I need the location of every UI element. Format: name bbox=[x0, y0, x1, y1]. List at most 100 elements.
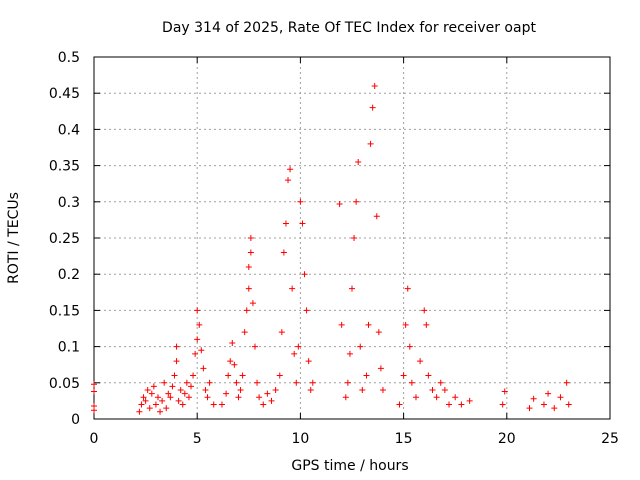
data-point bbox=[204, 394, 211, 401]
y-tick-label: 0.4 bbox=[58, 122, 80, 138]
y-axis-label: ROTI / TECUs bbox=[6, 192, 22, 284]
data-point bbox=[357, 343, 364, 350]
data-point bbox=[264, 390, 271, 397]
data-point bbox=[446, 401, 453, 408]
data-point bbox=[299, 220, 306, 227]
data-point bbox=[563, 379, 570, 386]
y-tick-label: 0.05 bbox=[49, 376, 80, 392]
data-point bbox=[235, 394, 242, 401]
data-point bbox=[175, 397, 182, 404]
data-point bbox=[154, 394, 161, 401]
data-point bbox=[159, 397, 166, 404]
data-point bbox=[194, 307, 201, 314]
data-points bbox=[91, 82, 572, 415]
data-point bbox=[218, 401, 225, 408]
y-tick-label: 0.2 bbox=[58, 267, 80, 283]
data-point bbox=[161, 379, 168, 386]
data-point bbox=[359, 387, 366, 394]
data-point bbox=[421, 307, 428, 314]
data-point bbox=[342, 394, 349, 401]
data-point bbox=[146, 405, 153, 412]
data-point bbox=[293, 379, 300, 386]
data-point bbox=[233, 379, 240, 386]
data-point bbox=[363, 372, 370, 379]
data-point bbox=[169, 383, 176, 390]
data-point bbox=[355, 158, 362, 165]
data-point bbox=[173, 343, 180, 350]
data-point bbox=[249, 300, 256, 307]
data-point bbox=[433, 394, 440, 401]
x-tick-label: 20 bbox=[498, 431, 516, 447]
data-point bbox=[142, 397, 149, 404]
data-point bbox=[466, 397, 473, 404]
data-point bbox=[200, 365, 207, 372]
data-point bbox=[196, 321, 203, 328]
y-tick-label: 0.5 bbox=[58, 50, 80, 66]
x-tick-label: 15 bbox=[395, 431, 413, 447]
data-point bbox=[177, 387, 184, 394]
data-point bbox=[499, 401, 506, 408]
data-point bbox=[260, 401, 267, 408]
y-tick-label: 0.25 bbox=[49, 231, 80, 247]
data-point bbox=[369, 104, 376, 111]
gridlines bbox=[94, 57, 610, 419]
data-point bbox=[309, 379, 316, 386]
data-point bbox=[452, 394, 459, 401]
data-point bbox=[285, 177, 292, 184]
data-point bbox=[91, 402, 97, 409]
y-tick-labels: 0 0.05 0.1 0.15 0.2 0.25 0.3 0.35 0.4 0.45 0.5 bbox=[49, 50, 80, 428]
data-point bbox=[192, 350, 199, 357]
data-point bbox=[181, 390, 188, 397]
data-point bbox=[458, 401, 465, 408]
x-tick-label: 5 bbox=[193, 431, 202, 447]
data-point bbox=[256, 394, 263, 401]
data-point bbox=[441, 387, 448, 394]
data-point bbox=[344, 379, 351, 386]
data-point bbox=[526, 405, 533, 412]
data-point bbox=[396, 401, 403, 408]
data-point bbox=[501, 388, 508, 395]
data-point bbox=[412, 394, 419, 401]
data-point bbox=[210, 401, 217, 408]
data-point bbox=[423, 321, 430, 328]
data-point bbox=[540, 401, 547, 408]
data-point bbox=[165, 390, 172, 397]
data-point bbox=[173, 358, 180, 365]
data-point bbox=[557, 394, 564, 401]
data-point bbox=[229, 339, 236, 346]
data-point bbox=[188, 383, 195, 390]
data-point bbox=[243, 307, 250, 314]
data-point bbox=[251, 343, 258, 350]
data-point bbox=[239, 372, 246, 379]
data-point bbox=[150, 383, 157, 390]
data-point bbox=[425, 372, 432, 379]
y-tick-label: 0 bbox=[71, 412, 80, 428]
data-point bbox=[551, 405, 558, 412]
data-point bbox=[179, 401, 186, 408]
data-point bbox=[245, 263, 252, 270]
data-point bbox=[171, 372, 178, 379]
data-point bbox=[377, 365, 384, 372]
data-point bbox=[338, 321, 345, 328]
data-point bbox=[280, 249, 287, 256]
data-point bbox=[373, 213, 380, 220]
data-point bbox=[190, 372, 197, 379]
data-point bbox=[305, 358, 312, 365]
data-point bbox=[202, 387, 209, 394]
data-point bbox=[247, 249, 254, 256]
data-point bbox=[406, 343, 413, 350]
data-point bbox=[295, 343, 302, 350]
data-point bbox=[346, 350, 353, 357]
y-tick-label: 0.1 bbox=[58, 340, 80, 356]
data-point bbox=[291, 350, 298, 357]
data-point bbox=[268, 397, 275, 404]
data-point bbox=[367, 140, 374, 147]
data-point bbox=[402, 321, 409, 328]
data-point bbox=[297, 198, 304, 205]
data-point bbox=[91, 381, 97, 388]
data-point bbox=[152, 401, 159, 408]
y-tick-label: 0.15 bbox=[49, 303, 80, 319]
data-point bbox=[379, 387, 386, 394]
data-point bbox=[336, 200, 343, 207]
